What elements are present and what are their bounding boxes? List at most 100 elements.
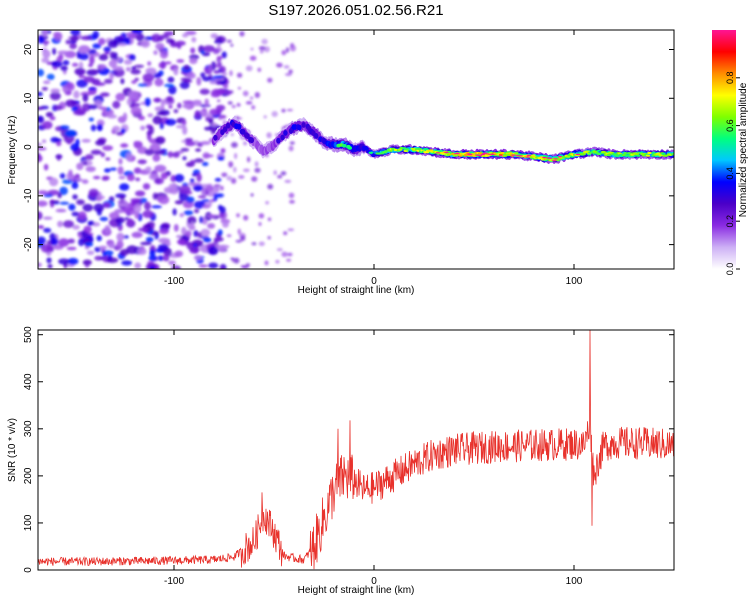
noise-blob [78, 61, 84, 70]
signal-blob [500, 151, 505, 155]
noise-blob [154, 164, 167, 173]
noise-blob [43, 227, 52, 233]
noise-blob [85, 166, 96, 173]
noise-blob [110, 51, 115, 60]
snr-x-ticks: -100 0 100 [164, 330, 583, 587]
noise-blob [153, 150, 166, 155]
noise-blob [187, 216, 197, 225]
noise-blob [235, 239, 242, 243]
noise-blob [251, 105, 256, 110]
noise-blob [222, 84, 229, 89]
noise-blob [145, 67, 157, 76]
noise-blob [216, 42, 221, 49]
noise-blob [149, 249, 156, 257]
noise-blob [113, 68, 125, 77]
noise-blob [46, 73, 55, 81]
noise-blob [173, 266, 179, 269]
noise-blob [76, 199, 85, 205]
noise-blob [205, 185, 214, 192]
signal-blob [525, 156, 530, 158]
noise-blob [134, 64, 144, 68]
noise-blob [194, 158, 204, 163]
noise-blob [234, 152, 238, 160]
signal-blob [636, 154, 641, 157]
noise-blob [72, 194, 78, 200]
noise-blob [144, 201, 151, 211]
y-tick-label: -10 [23, 188, 34, 203]
noise-blob [57, 192, 62, 199]
signal-blob [225, 122, 231, 129]
colorbar: 0.0 0.2 0.4 0.6 0.8 Normalized spectral ampl… [712, 30, 749, 275]
noise-blob [250, 193, 254, 197]
noise-blob [62, 179, 73, 185]
noise-blob [134, 190, 146, 197]
noise-blob [159, 34, 169, 39]
noise-blob [199, 88, 210, 95]
noise-blob [83, 225, 92, 234]
noise-blob [88, 63, 93, 68]
noise-blob [264, 260, 269, 266]
noise-blob [213, 193, 225, 198]
noise-blob [237, 228, 241, 235]
noise-blob [85, 154, 94, 161]
noise-blob [50, 88, 61, 94]
noise-blob [228, 161, 234, 168]
colorbar-tick-label: 0.0 [725, 263, 735, 276]
noise-blob [160, 222, 171, 229]
noise-blob [200, 141, 211, 145]
signal-blob [405, 148, 410, 151]
noise-blob [46, 61, 52, 65]
noise-blob [192, 246, 199, 254]
noise-blob [284, 179, 292, 183]
noise-blob [42, 121, 53, 130]
noise-blob [216, 99, 221, 103]
noise-blob [153, 50, 158, 55]
noise-blob [94, 255, 104, 261]
noise-blob [117, 43, 127, 47]
noise-blob [285, 47, 290, 53]
noise-blob [149, 266, 156, 269]
noise-blob [246, 156, 251, 163]
noise-blob [245, 65, 253, 72]
noise-blob [267, 236, 271, 240]
noise-blob [80, 35, 93, 41]
noise-blob [212, 75, 224, 79]
noise-blob [236, 102, 240, 107]
noise-blob [236, 213, 240, 218]
noise-blob [203, 237, 212, 243]
signal-blob [581, 153, 586, 156]
noise-blob [263, 115, 267, 119]
noise-blob [140, 125, 146, 131]
noise-blob [53, 31, 63, 41]
noise-blob [42, 30, 48, 37]
noise-blob [78, 52, 89, 61]
noise-blob [208, 64, 213, 73]
noise-blob [56, 140, 62, 147]
noise-blob [98, 245, 108, 250]
noise-blob [200, 49, 205, 55]
noise-blob [83, 76, 95, 83]
noise-blob [142, 73, 155, 82]
noise-blob [197, 195, 207, 199]
noise-blob [38, 200, 48, 207]
noise-blob [219, 212, 225, 218]
noise-blob [42, 49, 51, 59]
signal-blob [547, 157, 553, 159]
noise-blob [121, 260, 133, 266]
x-tick-label: -100 [164, 576, 184, 587]
noise-blob [38, 225, 45, 229]
noise-blob [281, 251, 288, 257]
noise-blob [202, 204, 211, 209]
noise-blob [98, 106, 108, 110]
noise-blob [131, 231, 143, 238]
noise-blob [112, 66, 124, 71]
noise-blob [96, 123, 103, 132]
noise-blob [201, 199, 210, 203]
noise-blob [103, 46, 111, 53]
snr-x-label: Height of straight line (km) [298, 585, 415, 596]
y-tick-label: 200 [23, 467, 34, 484]
noise-blob [43, 80, 51, 85]
spectrogram-signal-track [211, 115, 674, 164]
noise-blob [98, 38, 106, 45]
noise-blob [108, 242, 116, 249]
